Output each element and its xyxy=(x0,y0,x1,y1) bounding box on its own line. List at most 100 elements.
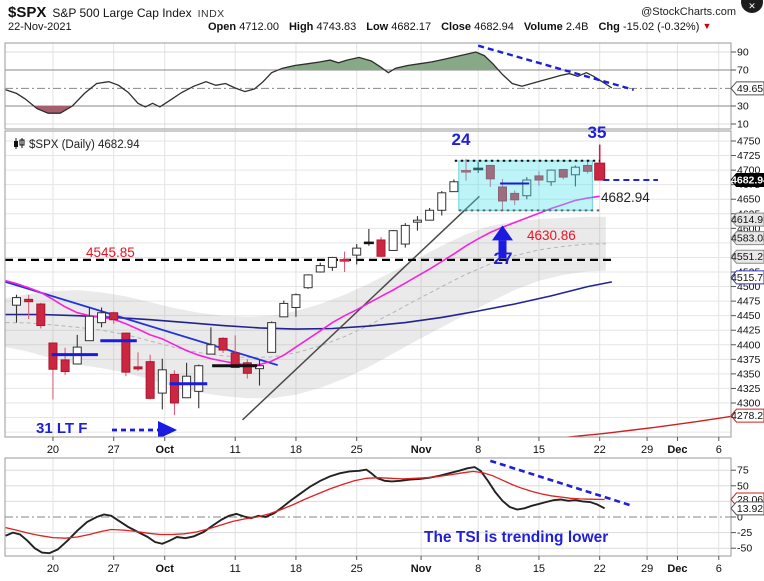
x-axis-label: 15 xyxy=(533,444,545,456)
chart-shape xyxy=(5,458,731,556)
x-axis-label: 27 xyxy=(108,444,120,456)
y-axis-label: 75 xyxy=(737,465,749,477)
candle-body xyxy=(24,298,34,303)
candle-body xyxy=(388,230,398,251)
close-field: Close 4682.94 xyxy=(441,21,514,33)
y-axis-label: 4725 xyxy=(737,150,761,162)
exchange-tag: INDX xyxy=(197,8,225,20)
blue-trendline xyxy=(5,281,278,367)
x-axis-label: Nov xyxy=(411,444,433,456)
candle-body xyxy=(133,366,143,370)
y-axis-label: 4400 xyxy=(737,339,761,351)
price-panel xyxy=(5,131,731,437)
up-arrow-shaft xyxy=(498,240,507,259)
x-axis-label: Oct xyxy=(156,444,175,456)
axis-label-box-text: 4614.91 xyxy=(731,214,764,226)
candle-body xyxy=(242,362,252,374)
volume-field: Volume 2.4B xyxy=(523,21,589,33)
change-field: Chg -15.02 (-0.32%) ▼ xyxy=(598,21,712,33)
x-axis-label: 25 xyxy=(351,563,363,575)
rsi-trendline xyxy=(477,44,635,91)
low-field: Low 4682.17 xyxy=(366,21,432,33)
rsi-panel xyxy=(5,43,731,129)
candle-body xyxy=(194,365,204,392)
axis-label-box xyxy=(730,501,764,516)
chart-shape xyxy=(5,43,731,129)
candle-body xyxy=(437,192,447,211)
x-axis-label: 20 xyxy=(47,563,59,575)
candle-body xyxy=(267,322,277,353)
label-31-ltf: 31 LT F xyxy=(36,420,88,437)
ma200-line xyxy=(561,415,731,437)
candle-body xyxy=(485,164,495,180)
x-axis-label: Nov xyxy=(411,563,433,575)
candle-body xyxy=(510,192,520,201)
open-field: Open 4712.00 xyxy=(208,21,279,33)
y-axis-label: -25 xyxy=(737,527,752,539)
symbol: $SPX xyxy=(8,4,47,21)
rsi-line xyxy=(5,51,613,114)
x-axis-label: Oct xyxy=(156,563,175,575)
axis-label-box xyxy=(730,408,764,423)
high-field: High 4743.83 xyxy=(288,21,357,33)
y-axis-label: 4425 xyxy=(737,325,761,337)
candle-body xyxy=(449,181,459,193)
candle-body xyxy=(594,162,606,181)
axis-label-box-text: 4551.25 xyxy=(731,251,764,263)
x-axis-label: 18 xyxy=(290,563,302,575)
axis-label-box xyxy=(730,173,764,188)
candle-body xyxy=(546,169,556,183)
stockcharts-logo-icon[interactable]: ✕ xyxy=(741,0,763,13)
candle-body xyxy=(303,274,313,289)
tsi-trendline xyxy=(489,459,631,507)
x-axis-label: 15 xyxy=(533,563,545,575)
rsi-overbought-fill xyxy=(5,52,612,70)
candle-body xyxy=(412,219,422,223)
y-axis-label: 4450 xyxy=(737,310,761,322)
band-fill xyxy=(5,216,606,399)
candle-body xyxy=(97,312,107,324)
x-axis-label: 27 xyxy=(108,563,120,575)
candle-body xyxy=(206,344,216,355)
y-axis-label: 4475 xyxy=(737,296,761,308)
index-name: S&P 500 Large Cap Index xyxy=(52,6,192,20)
up-arrow-icon xyxy=(492,225,513,241)
candle-body xyxy=(12,297,21,306)
candle-body xyxy=(121,332,131,373)
y-axis-label: 50 xyxy=(737,480,749,492)
x-axis-label: 25 xyxy=(351,444,363,456)
panel-border xyxy=(4,130,732,438)
y-axis-label: 4375 xyxy=(737,354,761,366)
candle-body xyxy=(522,179,532,197)
x-axis-label: 8 xyxy=(475,563,481,575)
chart-header: $SPX S&P 500 Large Cap Index INDX xyxy=(8,4,758,21)
candle-body xyxy=(230,352,240,368)
axis-label-box-text: 4278.29 xyxy=(731,410,764,422)
y-axis-label: 4650 xyxy=(737,194,761,206)
candle-body xyxy=(84,315,94,342)
logo-glyph: ✕ xyxy=(748,1,756,11)
y-axis-label: 0 xyxy=(737,512,743,524)
chart-shape xyxy=(5,131,731,437)
y-axis-label: 4325 xyxy=(737,383,761,395)
ma50-line xyxy=(5,281,613,330)
candle-body xyxy=(109,312,119,321)
x-axis-label: 6 xyxy=(716,444,722,456)
candle-body xyxy=(218,337,228,351)
label-count-24: 24 xyxy=(451,130,471,149)
candle-body xyxy=(291,294,301,309)
candle-body xyxy=(145,361,155,399)
candle-body xyxy=(534,175,544,181)
y-axis-label: 4750 xyxy=(737,136,761,148)
x-axis-label: 20 xyxy=(47,444,59,456)
candle-body xyxy=(583,164,593,172)
candle-body xyxy=(182,375,192,399)
candle-body xyxy=(169,373,179,404)
y-axis-label: 4300 xyxy=(737,397,761,409)
candle-body xyxy=(558,169,568,178)
axis-label-box xyxy=(730,231,764,246)
tsi-tsi-line xyxy=(5,466,606,555)
candle-body xyxy=(157,369,167,394)
